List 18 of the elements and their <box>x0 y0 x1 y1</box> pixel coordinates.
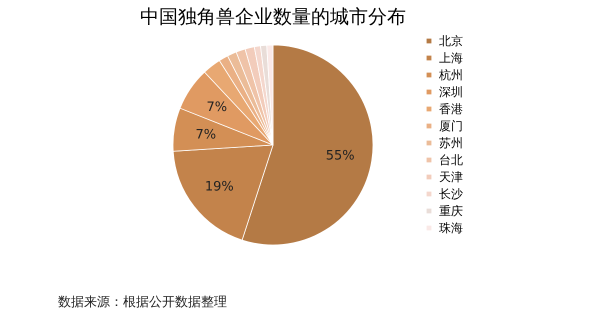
legend-label: 重庆 <box>439 204 463 218</box>
legend-label: 珠海 <box>439 221 463 235</box>
legend-label: 上海 <box>439 51 463 65</box>
source-note: 数据来源：根据公开数据整理 <box>58 294 227 311</box>
data-label: 7% <box>206 100 228 115</box>
legend-label: 天津 <box>439 170 463 184</box>
chart-title: 中国独角兽企业数量的城市分布 <box>140 6 406 28</box>
legend-label: 杭州 <box>438 68 463 82</box>
legend-label: 香港 <box>439 102 463 116</box>
legend-label: 长沙 <box>439 187 463 201</box>
data-label: 19% <box>204 180 234 195</box>
legend-label: 厦门 <box>439 119 463 133</box>
legend-label: 台北 <box>439 153 463 167</box>
legend-label: 深圳 <box>439 85 463 99</box>
legend-label: 苏州 <box>439 136 463 150</box>
data-label: 55% <box>326 148 355 164</box>
legend-label: 北京 <box>439 34 463 48</box>
data-label: 7% <box>196 127 216 142</box>
